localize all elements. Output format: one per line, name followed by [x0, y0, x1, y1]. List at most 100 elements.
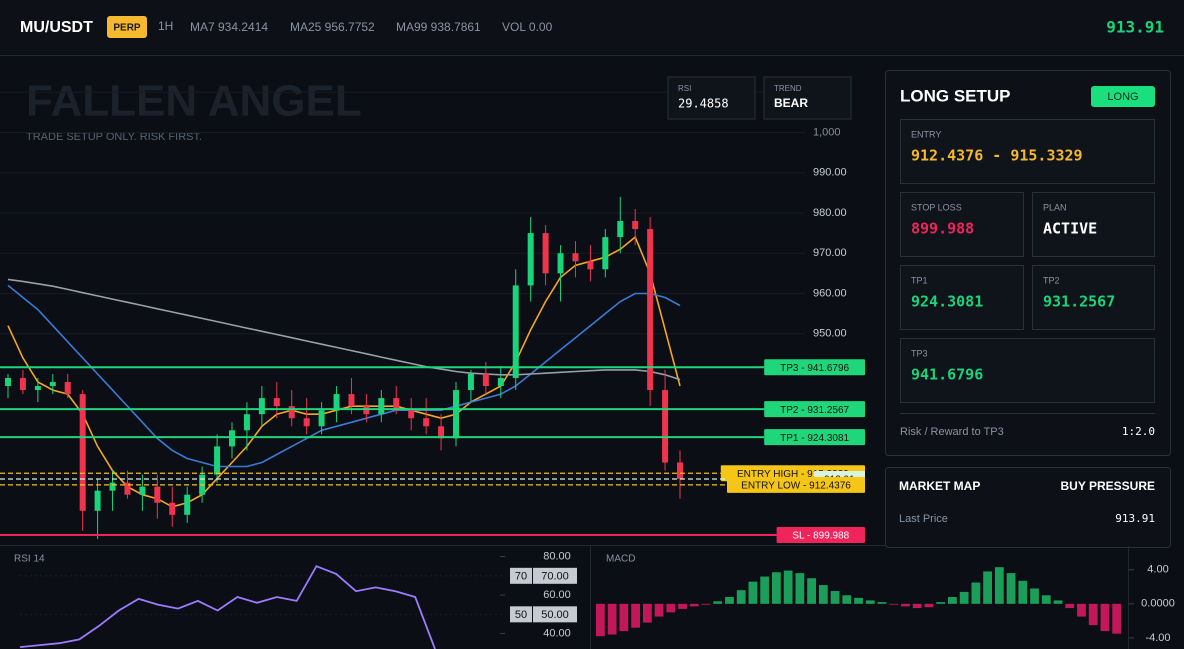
reference-tag	[533, 606, 577, 623]
histogram-bar	[936, 602, 946, 604]
candle-body	[124, 482, 131, 495]
timeframe: 1H	[158, 19, 173, 33]
histogram-bar	[772, 572, 781, 604]
histogram-bar	[889, 603, 899, 605]
market-map-panel	[885, 467, 1171, 548]
reference-tag	[533, 567, 577, 584]
histogram-bar	[854, 597, 863, 604]
histogram-bar	[642, 603, 652, 623]
histogram-bar	[994, 567, 1004, 604]
tp-value: 941.6796	[911, 366, 983, 384]
y-tick-label: 60.00	[543, 589, 571, 601]
histogram-bar	[842, 595, 852, 604]
histogram-bar	[701, 603, 711, 605]
y-tick-label: 80.00	[543, 550, 571, 562]
tp-label: TP3	[911, 348, 928, 358]
candle-body	[602, 237, 609, 270]
histogram-bar	[596, 603, 605, 637]
badge-box	[763, 76, 852, 120]
tp-box	[1032, 265, 1155, 330]
candle-body	[647, 229, 654, 391]
entry-label: ENTRY	[911, 129, 941, 139]
y-tick-label: 990.00	[813, 167, 847, 179]
plan-label: PLAN	[1043, 202, 1067, 212]
symbol: MU/USDT	[20, 19, 93, 36]
histogram-bar	[760, 576, 770, 604]
level-label: SL - 899.988	[792, 531, 849, 542]
setup-title: LONG SETUP	[900, 86, 1011, 105]
level-label: TP3 - 941.6796	[780, 363, 849, 374]
candle-body	[408, 410, 415, 419]
main-chart: 950.00960.00970.00980.00990.001,0001,010…	[0, 86, 865, 543]
candle-body	[482, 373, 489, 387]
level-tag	[727, 476, 865, 493]
last-price-label: Last Price	[899, 513, 948, 525]
candle-body	[617, 221, 624, 238]
candle-body	[662, 390, 669, 463]
histogram-bar	[678, 603, 687, 609]
candle-body	[273, 398, 280, 407]
rr-label: Risk / Reward to TP3	[900, 426, 1004, 438]
histogram-bar	[1006, 573, 1016, 604]
histogram-bar	[983, 571, 992, 604]
direction: LONG	[1107, 91, 1138, 103]
histogram-bar	[619, 603, 629, 632]
y-tick-label: 950.00	[813, 328, 847, 340]
candle-body	[5, 377, 11, 387]
candle-body	[572, 253, 579, 262]
y-tick-label: 980.00	[813, 207, 847, 219]
candle-body	[557, 253, 564, 274]
histogram-bar	[748, 581, 758, 604]
histogram-bar	[654, 603, 664, 617]
histogram-bar	[795, 573, 805, 604]
tp-label: TP1	[911, 275, 928, 285]
histogram-bar	[631, 603, 640, 628]
plan-box	[1032, 192, 1155, 257]
badge-value: BEAR	[774, 96, 808, 110]
moving-average	[7, 284, 681, 468]
tp-value: 931.2567	[1043, 293, 1115, 311]
macd-chart: 4.00 0.0000 -4.00	[596, 564, 1175, 644]
candle-body	[154, 486, 161, 503]
candle-body	[64, 382, 71, 395]
y-tick-label: 960.00	[813, 287, 847, 299]
last-price-value: 913.91	[1115, 512, 1155, 525]
candle-body	[632, 221, 639, 230]
histogram-bar	[1100, 603, 1110, 632]
watermark-title: FALLEN ANGEL	[26, 77, 362, 126]
candle-body	[677, 462, 683, 479]
market-status: BUY PRESSURE	[1061, 479, 1155, 493]
candle-body	[333, 394, 340, 411]
badge-box	[667, 76, 756, 120]
candle-body	[49, 382, 56, 387]
histogram-bar	[689, 603, 699, 607]
perp-badge: PERP	[113, 23, 141, 34]
histogram-bar	[877, 602, 887, 604]
level-label: TP2 - 931.2567	[780, 405, 849, 416]
indicator: MA7 934.2414	[190, 20, 268, 34]
candle-body	[378, 398, 385, 415]
indicator: MA99 938.7861	[396, 20, 481, 34]
candle-body	[393, 398, 400, 411]
histogram-bar	[818, 585, 828, 604]
histogram-bar	[1030, 588, 1039, 604]
histogram-bar	[607, 603, 617, 635]
candle-body	[303, 418, 310, 427]
histogram-bar	[1112, 603, 1122, 634]
stop-label: STOP LOSS	[911, 202, 962, 212]
y-tick-label: 1,000	[813, 126, 841, 138]
candle-body	[438, 426, 445, 439]
histogram-bar	[736, 590, 746, 604]
y-tick-label: -4.00	[1145, 632, 1170, 644]
histogram-bar	[725, 597, 734, 604]
level-tag	[764, 401, 865, 418]
candle-body	[467, 373, 474, 391]
candle-body	[288, 406, 295, 419]
tp-box	[900, 338, 1155, 403]
histogram-bar	[1053, 600, 1063, 604]
stop-value: 899.988	[911, 220, 974, 238]
candle-body	[512, 285, 519, 378]
candle-body	[542, 233, 549, 274]
y-tick-label: 0.0000	[1141, 598, 1175, 610]
histogram-bar	[1041, 595, 1051, 604]
